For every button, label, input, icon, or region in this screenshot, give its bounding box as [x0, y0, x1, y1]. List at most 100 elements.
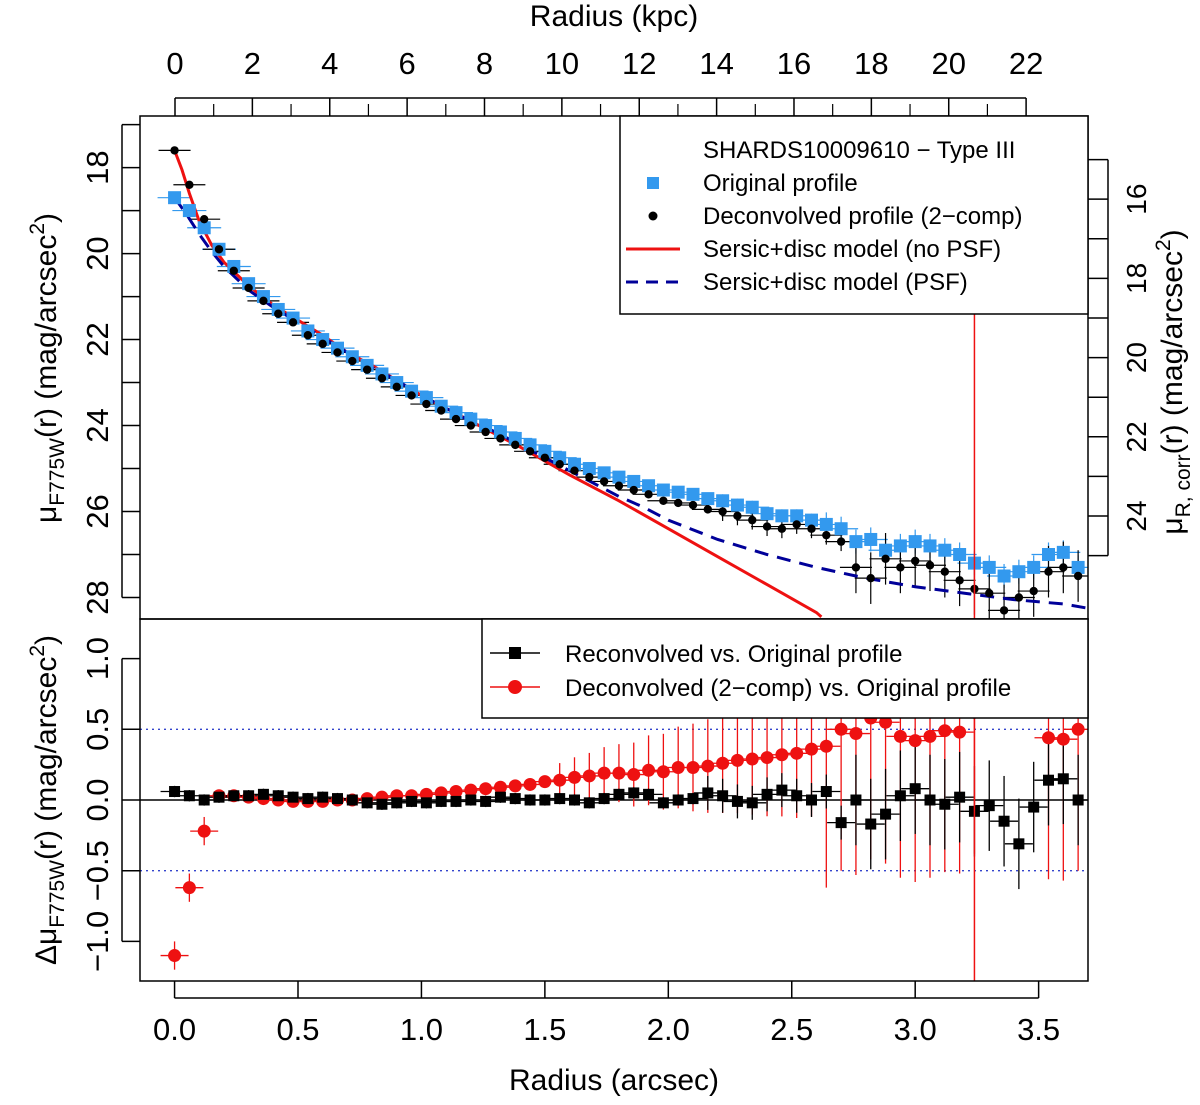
original-profile-point [671, 485, 685, 499]
black-residual-point [894, 790, 906, 802]
red-residual-point [612, 766, 626, 780]
original-profile-point [819, 517, 833, 531]
deconvolved-profile-point [807, 524, 816, 533]
original-profile-point [953, 548, 967, 562]
original-profile-point [1071, 560, 1085, 574]
upper-y-tick-label: 20 [80, 236, 115, 270]
black-residual-point [228, 790, 240, 802]
legend-lower-label: Reconvolved vs. Original profile [565, 641, 903, 668]
bottom-tick-label: 0.5 [276, 1012, 319, 1047]
black-residual-point [1057, 773, 1069, 785]
deconvolved-profile-point [259, 296, 268, 306]
red-residual-point [553, 773, 567, 787]
deconvolved-profile-point [333, 348, 342, 357]
deconvolved-profile-point [348, 356, 357, 366]
bottom-axis-title: Radius (arcsec) [509, 1064, 719, 1097]
red-residual-point [953, 725, 967, 739]
bottom-tick-label: 3.0 [894, 1012, 937, 1047]
deconvolved-profile-point [999, 606, 1009, 615]
bottom-tick-label: 1.5 [523, 1012, 566, 1047]
right-y-sub: R, corr [1172, 454, 1195, 517]
original-profile-point [627, 474, 641, 488]
black-residual-point [524, 794, 536, 806]
deconvolved-profile-point [288, 318, 298, 327]
red-residual-point [716, 756, 730, 770]
black-residual-point [939, 798, 951, 810]
original-profile-point [849, 535, 863, 549]
deconvolved-profile-point [599, 477, 609, 486]
black-residual-point [302, 793, 314, 805]
original-profile-point [686, 487, 700, 501]
red-residual-point [745, 752, 759, 766]
black-residual-point [391, 797, 403, 809]
original-profile-point [730, 498, 744, 512]
red-residual-point [775, 748, 789, 762]
original-profile-point [582, 462, 596, 476]
red-residual-point [686, 760, 700, 774]
original-profile-point [1056, 545, 1070, 559]
deconvolved-profile-point [362, 365, 372, 374]
black-residual-point [1072, 794, 1084, 806]
deconvolved-profile-point [866, 573, 875, 583]
black-residual-point [480, 795, 492, 807]
black-residual-point [317, 791, 329, 803]
black-residual-point [183, 790, 195, 802]
chart-marks: 0 2 4 6 8 10 12 14 16 18 20 220.0 0.5 1.0 1.5 2.0 2.5 3.0… [80, 46, 1152, 1047]
deconvolved-profile-point [318, 339, 327, 349]
deconvolved-profile-point [244, 283, 253, 293]
black-residual-point [583, 797, 595, 809]
bottom-tick-label: 3.5 [1017, 1012, 1060, 1047]
upper-y-tick-label: 26 [80, 494, 115, 528]
red-residual-point [671, 760, 685, 774]
original-profile-point [923, 539, 937, 553]
lower-y-axis-title: ΔμF775W(r) (mag/arcsec2) [26, 635, 69, 965]
lower-y-tick-label: 0.0 [80, 778, 115, 821]
deconvolved-profile-point [822, 530, 831, 540]
red-residual-point [182, 881, 196, 895]
right-y-mu: μ [1156, 517, 1189, 534]
bottom-tick-label: 1.0 [400, 1012, 443, 1047]
original-profile-point [716, 494, 730, 508]
red-residual-point [908, 734, 922, 748]
deconvolved-profile-point [762, 522, 772, 531]
deconvolved-profile-point [585, 472, 594, 482]
red-residual-point [656, 765, 670, 779]
upper-legend-box [619, 115, 1089, 315]
black-residual-point [880, 808, 892, 820]
red-residual-point [479, 782, 493, 796]
black-residual-point [346, 794, 358, 806]
deconvolved-profile-point [925, 561, 935, 570]
black-residual-point [746, 797, 758, 809]
black-residual-point [257, 788, 269, 800]
original-profile-point [1027, 560, 1041, 574]
lower-y-dmu: Δμ [30, 928, 63, 965]
top-tick-label: 20 [931, 46, 965, 81]
deconvolved-profile-point [718, 507, 727, 516]
deconvolved-profile-point [614, 481, 624, 490]
right-y-tick-label: 24 [1121, 500, 1152, 531]
original-profile-point [182, 204, 196, 218]
upper-y-end: ) [30, 213, 63, 223]
lower-plot-area [140, 619, 1088, 970]
top-tick-label: 0 [166, 46, 183, 81]
right-y-tick-label: 20 [1121, 342, 1152, 373]
top-tick-label: 12 [622, 46, 656, 81]
deconvolved-profile-point [170, 146, 179, 155]
black-residual-point [983, 800, 995, 812]
deconvolved-profile-point [496, 434, 505, 443]
legend-lower-label: Deconvolved (2−comp) vs. Original profil… [565, 675, 1011, 702]
deconvolved-profile-point [1059, 563, 1068, 572]
bottom-tick-label: 0.0 [153, 1012, 196, 1047]
black-residual-point [761, 788, 773, 800]
lower-y-tick-label: 0.5 [80, 708, 115, 751]
red-residual-point [627, 768, 641, 782]
black-residual-point [731, 795, 743, 807]
deconvolved-profile-point [703, 505, 713, 514]
original-profile-point [701, 492, 715, 506]
top-tick-label: 6 [398, 46, 415, 81]
red-residual-point [730, 753, 744, 767]
deconvolved-profile-point [881, 554, 890, 564]
original-profile-point [642, 479, 656, 493]
original-profile-point [908, 535, 922, 549]
